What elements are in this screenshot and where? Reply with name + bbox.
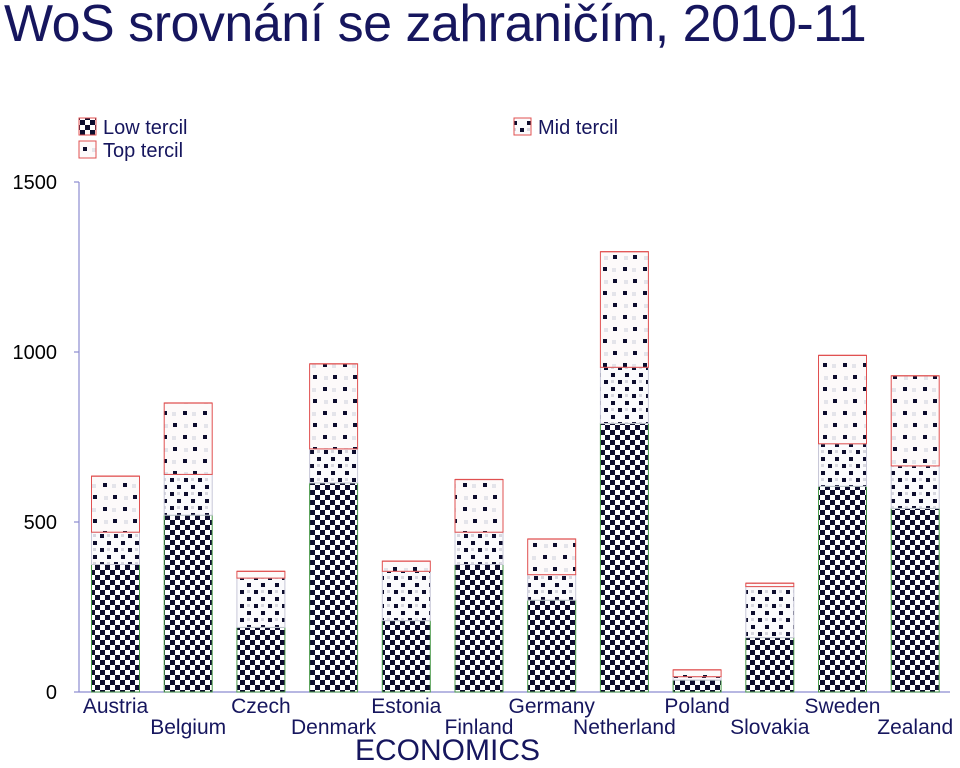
bar-segment-low	[599, 422, 649, 693]
bar-segment-top	[599, 251, 649, 368]
bar-segment-top	[381, 560, 431, 572]
category-label: Belgium	[150, 716, 226, 739]
bar-segment-top	[454, 479, 504, 533]
bar-segment-top	[91, 475, 140, 533]
legend-label-top: Top tercil	[103, 140, 183, 162]
bar-segment-mid	[163, 473, 213, 516]
bar-stack	[309, 363, 359, 693]
bar-segment-mid	[745, 586, 795, 639]
bar-segment-low	[309, 482, 359, 693]
bar-segment-mid	[818, 443, 867, 487]
bar-segment-mid	[527, 574, 577, 601]
bar-segment-mid	[91, 531, 140, 566]
bar-stack	[91, 475, 140, 693]
category-label: Austria	[83, 695, 149, 718]
legend-swatch-mid	[513, 117, 532, 136]
bar-segment-low	[745, 637, 795, 693]
legend-item-top: Top tercil	[78, 140, 183, 162]
bar-stack	[527, 538, 577, 693]
bar-stack	[672, 669, 722, 693]
category-label: Czech	[231, 695, 291, 718]
bar-stack	[890, 375, 940, 693]
legend-label-mid: Mid tercil	[538, 117, 618, 139]
category-label: Denmark	[291, 716, 377, 739]
bar-segment-low	[91, 564, 140, 693]
bars	[91, 251, 940, 693]
bar-segment-low	[890, 507, 940, 693]
bar-segment-low	[236, 626, 286, 693]
subject-label: ECONOMICS	[355, 734, 541, 767]
legend: Low tercil Top tercil Mid tercil	[78, 117, 618, 162]
bar-segment-low	[454, 564, 504, 693]
bar-segment-mid	[309, 448, 359, 484]
bar-stack	[236, 570, 286, 693]
legend-label-low: Low tercil	[103, 117, 187, 139]
category-label: Germany	[509, 695, 596, 718]
bar-segment-top	[672, 669, 722, 678]
bar-segment-mid	[381, 570, 431, 622]
bar-stack	[745, 582, 795, 693]
bar-segment-top	[236, 570, 286, 579]
category-label: Estonia	[371, 695, 441, 718]
y-tick-label: 0	[46, 682, 57, 704]
category-label: Sweden	[805, 695, 881, 718]
page-title: WoS srovnání se zahraničím, 2010-11	[4, 0, 867, 53]
bar-segment-mid	[454, 531, 504, 566]
bar-stack	[163, 402, 213, 693]
bar-segment-mid	[890, 465, 940, 509]
category-labels: AustriaBelgiumCzechDenmarkEstoniaFinland…	[83, 695, 953, 739]
legend-swatch-top	[78, 140, 97, 159]
bar-segment-top	[527, 538, 577, 576]
bar-stack	[599, 251, 649, 693]
legend-item-low: Low tercil	[78, 117, 187, 139]
bar-segment-top	[163, 402, 213, 475]
axes: 0 500 1000 1500	[13, 172, 950, 704]
bar-segment-low	[527, 599, 577, 693]
legend-swatch-low	[78, 117, 97, 136]
category-label: Finland	[445, 716, 514, 739]
bar-segment-mid	[599, 366, 649, 424]
bar-segment-top	[818, 354, 867, 445]
bar-stack	[818, 354, 867, 693]
category-label: Netherland	[573, 716, 676, 739]
bar-stack	[381, 560, 431, 693]
bar-segment-low	[818, 485, 867, 693]
bar-segment-low	[163, 514, 213, 693]
bar-stack	[454, 478, 504, 693]
bar-segment-low	[381, 620, 431, 693]
bar-segment-low	[672, 679, 722, 693]
category-label: Poland	[664, 695, 729, 718]
y-tick-label: 1500	[13, 172, 58, 194]
legend-item-mid: Mid tercil	[513, 117, 618, 139]
y-tick-label: 1000	[13, 342, 58, 364]
category-label: Slovakia	[730, 716, 810, 739]
y-tick-label: 500	[24, 512, 57, 534]
bar-segment-mid	[236, 577, 286, 628]
bar-segment-mid	[672, 676, 722, 681]
category-label: Zealand	[877, 716, 953, 739]
bar-segment-top	[890, 375, 940, 467]
bar-segment-top	[309, 363, 359, 450]
